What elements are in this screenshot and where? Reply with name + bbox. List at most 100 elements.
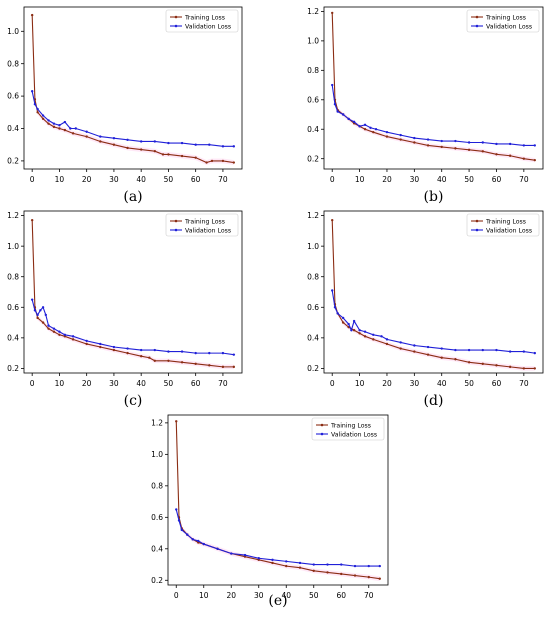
chart-panel-d: 0 10 20 30 40 50 60 70 0.2 0.4 0.6 0.8 1.0 1.2 Trainin… <box>280 206 545 413</box>
y-tick-label: 0.2 <box>307 364 319 373</box>
validation-loss-point <box>271 558 274 562</box>
training-loss-point <box>112 143 116 146</box>
training-loss-point <box>367 575 370 579</box>
validation-loss-point <box>208 143 211 146</box>
validation-loss-point <box>39 309 42 312</box>
validation-loss-point <box>454 348 457 352</box>
validation-loss-point <box>71 335 75 338</box>
validation-loss-point <box>194 351 197 355</box>
validation-loss-point <box>336 110 339 113</box>
training-band <box>176 418 380 582</box>
training-loss-point <box>312 569 315 573</box>
x-tick-label: 20 <box>82 379 92 388</box>
training-band <box>32 12 234 165</box>
validation-loss-point <box>153 348 156 352</box>
y-tick-label: 0.6 <box>7 92 19 101</box>
plot-frame <box>323 210 544 374</box>
training-loss-point <box>41 117 45 120</box>
validation-loss-point <box>85 339 88 343</box>
x-tick-label: 50 <box>464 175 474 184</box>
validation-loss-point <box>495 348 498 352</box>
x-tick-label: 40 <box>136 379 146 388</box>
validation-loss-point <box>232 353 236 356</box>
x-tick-label: 50 <box>164 379 174 388</box>
training-loss-point <box>58 127 61 130</box>
training-loss-point <box>180 154 184 158</box>
validation-loss-point <box>58 330 61 333</box>
x-tick-label: 50 <box>164 175 174 184</box>
x-tick-label: 10 <box>355 379 365 388</box>
validation-loss-point <box>495 142 498 146</box>
y-tick-label: 0.8 <box>7 59 19 68</box>
y-tick-label: 1.2 <box>7 211 19 220</box>
y-tick-label: 0.8 <box>307 272 319 281</box>
training-loss-point <box>47 327 50 330</box>
validation-loss-point <box>243 553 247 557</box>
validation-loss-point <box>413 136 416 140</box>
validation-loss-point <box>221 145 225 148</box>
training-loss-point <box>372 130 375 134</box>
x-tick-label: 0 <box>330 175 335 184</box>
training-loss-point <box>36 111 39 114</box>
y-tick-label: 1.0 <box>7 242 19 251</box>
training-loss-point <box>112 348 116 352</box>
validation-loss-point <box>180 528 183 532</box>
training-loss-point <box>440 356 443 359</box>
training-loss-point <box>153 149 156 153</box>
training-loss-point <box>99 345 102 349</box>
training-loss-point <box>378 577 381 580</box>
validation-loss-point <box>36 107 39 111</box>
training-loss-point <box>30 13 34 17</box>
x-tick-label: 40 <box>281 591 291 600</box>
training-loss-line <box>31 220 234 368</box>
chart-panel-e: 0 10 20 30 40 50 60 70 0.2 0.4 0.6 0.8 1.0 1.2 Trainin… <box>145 410 400 617</box>
x-tick-label: 20 <box>382 379 392 388</box>
training-loss-point <box>413 350 416 353</box>
x-tick-label: 0 <box>174 591 179 600</box>
training-loss-point <box>353 574 357 577</box>
training-loss-point <box>194 362 197 366</box>
y-tick-label: 1.0 <box>7 27 19 36</box>
validation-loss-line <box>31 299 234 356</box>
training-loss-point <box>522 367 526 370</box>
validation-loss-point <box>99 135 102 138</box>
validation-loss-point <box>336 312 339 315</box>
legend-label: Validation Loss <box>486 23 532 30</box>
legend-label: Training Loss <box>485 14 526 21</box>
y-tick-label: 1.0 <box>151 450 163 459</box>
validation-loss-point <box>139 348 143 352</box>
training-loss-point <box>232 161 236 164</box>
validation-loss-point <box>257 557 260 560</box>
legend-marker <box>320 423 324 427</box>
validation-loss-point <box>481 141 484 144</box>
validation-loss-point <box>63 333 67 336</box>
legend-marker <box>174 228 178 232</box>
y-tick-label: 0.4 <box>7 333 19 342</box>
validation-loss-point <box>232 145 236 148</box>
validation-loss-point <box>358 125 361 128</box>
x-tick-label: 60 <box>191 175 201 184</box>
training-loss-point <box>326 571 329 574</box>
validation-loss-point <box>440 139 443 143</box>
training-loss-point <box>467 148 471 152</box>
training-loss-point <box>180 361 184 364</box>
validation-loss-point <box>533 144 536 147</box>
x-tick-label: 60 <box>191 379 201 388</box>
plot-frame <box>167 414 389 586</box>
training-loss-point <box>340 572 343 576</box>
training-loss-point <box>161 153 165 156</box>
validation-loss-point <box>30 298 34 301</box>
training-loss-point <box>126 146 129 150</box>
validation-loss-point <box>36 313 39 317</box>
y-tick-label: 0.6 <box>7 303 19 312</box>
training-loss-point <box>71 338 75 341</box>
y-tick-label: 1.0 <box>307 36 319 45</box>
y-tick-label: 0.4 <box>307 125 319 134</box>
validation-loss-point <box>180 350 184 353</box>
x-tick-label: 70 <box>218 175 228 184</box>
chart-panel-b: 0 10 20 30 40 50 60 70 0.2 0.4 0.6 0.8 1.0 1.2 Trainin… <box>280 2 545 209</box>
training-loss-point <box>533 367 536 370</box>
validation-loss-point <box>177 519 181 522</box>
y-tick-label: 0.6 <box>151 513 163 522</box>
